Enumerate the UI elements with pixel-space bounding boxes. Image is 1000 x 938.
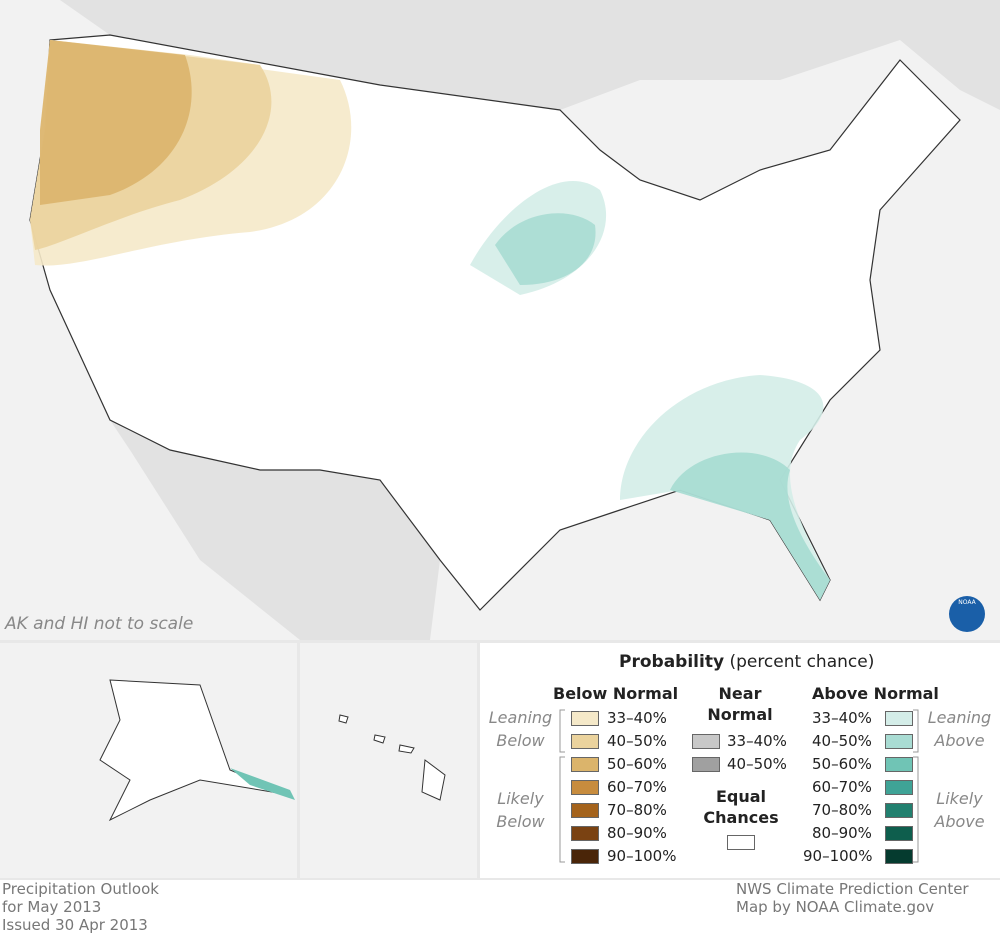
legend-label: 70–80% (607, 801, 667, 819)
near-heading: Near Normal (707, 684, 773, 724)
above-40-midwest (495, 213, 596, 285)
swatch (571, 711, 599, 726)
swatch (885, 780, 913, 795)
legend-label: 70–80% (812, 801, 872, 819)
legend-label: 90–100% (803, 847, 873, 865)
swatch (885, 803, 913, 818)
noaa-logo (949, 596, 985, 632)
below-heading: Below Normal (553, 684, 679, 703)
footer-line: Map by NOAA Climate.gov (736, 898, 935, 916)
swatch (885, 734, 913, 749)
legend-brackets (559, 709, 919, 863)
legend-label: 33–40% (812, 709, 872, 727)
legend-label: 33–40% (607, 709, 667, 727)
swatch (571, 734, 599, 749)
swatch (885, 757, 913, 772)
legend-label: 40–50% (607, 732, 667, 750)
swatch (571, 803, 599, 818)
hawaii-panel (300, 643, 477, 878)
below-50 (40, 40, 192, 205)
footer-line: NWS Climate Prediction Center (736, 880, 969, 898)
legend-title: Probability (percent chance) (619, 652, 874, 673)
legend-label: 60–70% (607, 778, 667, 796)
below-leaning: Leaning Below (488, 708, 553, 750)
swatch (571, 826, 599, 841)
legend-label: 80–90% (607, 824, 667, 842)
legend-label: 90–100% (607, 847, 677, 865)
footer-line: for May 2013 (2, 898, 102, 916)
swatch (885, 849, 913, 864)
alaska (99, 679, 291, 822)
hawaii (338, 714, 446, 801)
swatch (692, 757, 720, 772)
mexico (110, 420, 440, 640)
swatch (692, 734, 720, 749)
swatch (885, 711, 913, 726)
above-likely: Likely Above (934, 789, 985, 831)
legend-label: 40–50% (812, 732, 872, 750)
footer-left: Precipitation Outlook for May 2013 Issued … (2, 880, 159, 934)
canada (0, 0, 1000, 110)
legend-label: 50–60% (607, 755, 667, 773)
swatch (571, 849, 599, 864)
legend-label: 80–90% (812, 824, 872, 842)
legend-label: 60–70% (812, 778, 872, 796)
swatch (571, 757, 599, 772)
footer-right: NWS Climate Prediction Center Map by NOAA… (736, 880, 969, 916)
equal-heading: Equal Chances (703, 787, 779, 827)
swatch (571, 780, 599, 795)
footer-line: Issued 30 Apr 2013 (2, 916, 148, 934)
legend-label: 33–40% (727, 732, 787, 750)
logo-text: NOAA (958, 599, 976, 606)
above-40-southeast (670, 452, 830, 600)
above-leaning: Leaning Above (927, 708, 992, 750)
legend-title-note: (percent chance) (729, 652, 875, 672)
scale-note: AK and HI not to scale (5, 614, 194, 634)
swatch (885, 826, 913, 841)
swatch (727, 835, 755, 850)
alaska-above (230, 768, 295, 800)
legend-label: 40–50% (727, 755, 787, 773)
above-heading: Above Normal (812, 684, 939, 703)
footer-line: Precipitation Outlook (2, 880, 159, 898)
legend-label: 50–60% (812, 755, 872, 773)
legend-title-main: Probability (619, 652, 725, 672)
below-likely: Likely Below (496, 789, 545, 831)
